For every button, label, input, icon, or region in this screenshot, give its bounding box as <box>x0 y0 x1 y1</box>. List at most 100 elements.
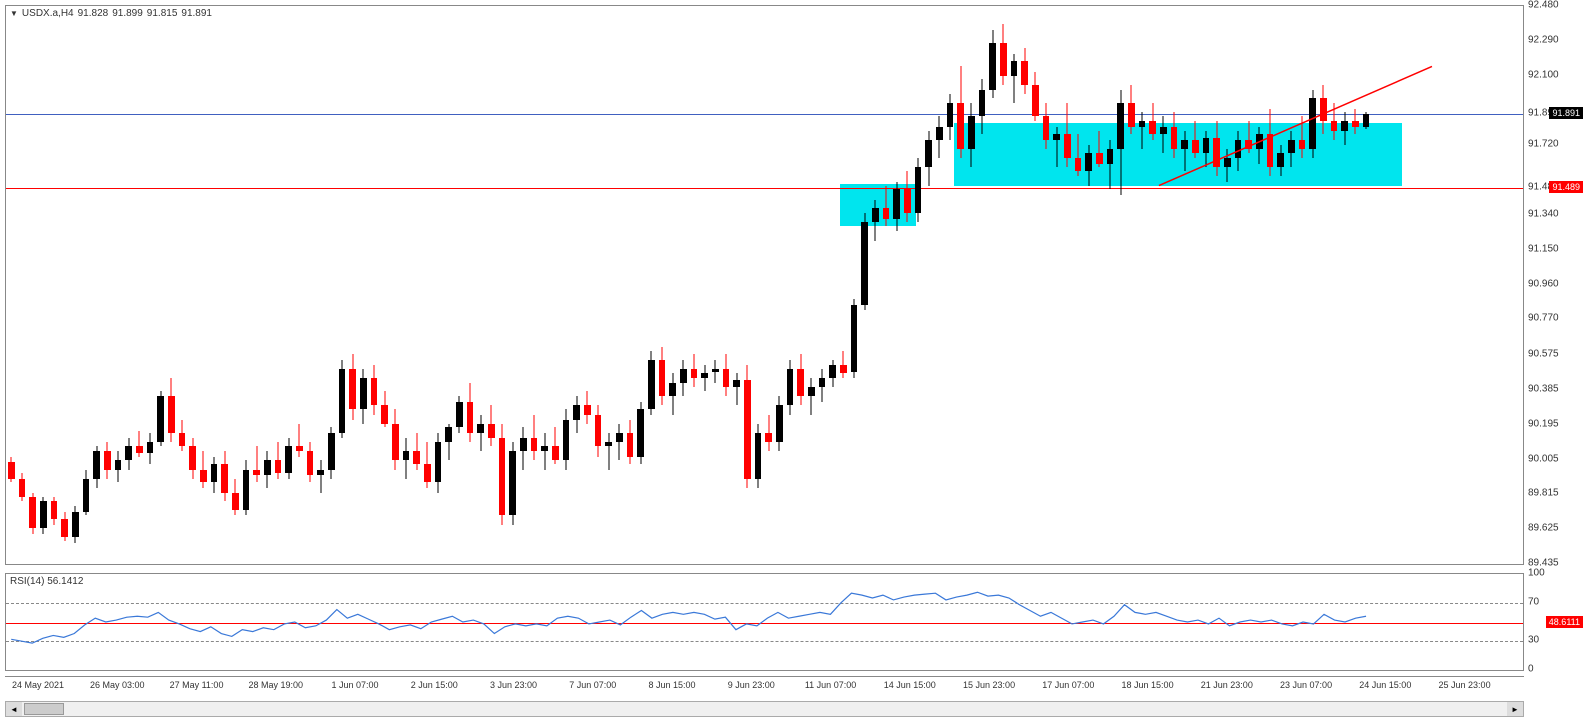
candle <box>1149 6 1156 564</box>
candle <box>1320 6 1327 564</box>
price-y-axis: 92.48092.29092.10091.89191.72091.48991.3… <box>1526 5 1584 565</box>
candle <box>1021 6 1028 564</box>
candle <box>840 6 847 564</box>
x-tick-label: 18 Jun 15:00 <box>1122 680 1174 690</box>
candle <box>1011 6 1018 564</box>
rsi-chart[interactable]: RSI(14) 56.1412 <box>5 573 1524 671</box>
candle <box>509 6 516 564</box>
candle <box>136 6 143 564</box>
scroll-thumb[interactable] <box>24 703 64 715</box>
ohlc-high: 91.899 <box>112 8 143 19</box>
scroll-left-button[interactable]: ◄ <box>6 702 22 716</box>
scroll-right-button[interactable]: ► <box>1507 702 1523 716</box>
candle <box>1053 6 1060 564</box>
candle <box>1075 6 1082 564</box>
x-tick-label: 21 Jun 23:00 <box>1201 680 1253 690</box>
candle <box>157 6 164 564</box>
candle <box>51 6 58 564</box>
x-tick-label: 28 May 19:00 <box>248 680 303 690</box>
candle <box>413 6 420 564</box>
rsi-value-tag: 48.6111 <box>1546 616 1583 628</box>
candle <box>328 6 335 564</box>
candle <box>1203 6 1210 564</box>
candle <box>1256 6 1263 564</box>
candle <box>1363 6 1370 564</box>
candle <box>744 6 751 564</box>
y-tick-label: 92.290 <box>1528 34 1559 45</box>
x-tick-label: 7 Jun 07:00 <box>569 680 616 690</box>
candle <box>1235 6 1242 564</box>
candle <box>968 6 975 564</box>
rsi-level-line <box>6 603 1523 604</box>
candle <box>339 6 346 564</box>
candle <box>627 6 634 564</box>
x-tick-label: 3 Jun 23:00 <box>490 680 537 690</box>
x-tick-label: 25 Jun 23:00 <box>1439 680 1491 690</box>
candle <box>403 6 410 564</box>
x-tick-label: 11 Jun 07:00 <box>805 680 856 690</box>
candle <box>659 6 666 564</box>
candle <box>1331 6 1338 564</box>
candle <box>797 6 804 564</box>
y-tick-label: 90.960 <box>1528 278 1559 289</box>
candle <box>264 6 271 564</box>
candle <box>125 6 132 564</box>
candle <box>147 6 154 564</box>
candle <box>445 6 452 564</box>
candle <box>1139 6 1146 564</box>
x-tick-label: 8 Jun 15:00 <box>649 680 696 690</box>
chart-container: ▼ USDX.a,H4 91.828 91.899 91.815 91.891 … <box>0 0 1584 717</box>
ohlc-low: 91.815 <box>147 8 178 19</box>
candle <box>851 6 858 564</box>
candle <box>392 6 399 564</box>
rsi-y-tick: 30 <box>1528 635 1539 646</box>
candle <box>637 6 644 564</box>
horizontal-scrollbar[interactable]: ◄ ► <box>5 701 1524 717</box>
candle <box>691 6 698 564</box>
candle <box>424 6 431 564</box>
candle <box>29 6 36 564</box>
candle <box>488 6 495 564</box>
rsi-signal-line <box>6 623 1523 624</box>
candle <box>915 6 922 564</box>
candle <box>893 6 900 564</box>
x-tick-label: 27 May 11:00 <box>170 680 224 690</box>
candle <box>595 6 602 564</box>
y-tick-label: 90.385 <box>1528 383 1559 394</box>
rsi-y-axis: 1007030048.6111 <box>1526 573 1584 671</box>
rsi-y-tick: 100 <box>1528 568 1545 579</box>
candle <box>765 6 772 564</box>
x-tick-label: 15 Jun 23:00 <box>963 680 1015 690</box>
y-tick-label: 90.770 <box>1528 313 1559 324</box>
candle <box>616 6 623 564</box>
candle <box>1107 6 1114 564</box>
y-tick-label: 92.480 <box>1528 0 1559 11</box>
candle <box>755 6 762 564</box>
candle <box>957 6 964 564</box>
candle <box>1267 6 1274 564</box>
candle <box>477 6 484 564</box>
candle <box>285 6 292 564</box>
candle <box>296 6 303 564</box>
candle <box>861 6 868 564</box>
candle <box>1277 6 1284 564</box>
candle <box>275 6 282 564</box>
candle <box>83 6 90 564</box>
candle <box>1224 6 1231 564</box>
candle <box>253 6 260 564</box>
price-chart[interactable]: ▼ USDX.a,H4 91.828 91.899 91.815 91.891 <box>5 5 1524 565</box>
candle <box>19 6 26 564</box>
candle <box>104 6 111 564</box>
x-tick-label: 14 Jun 15:00 <box>884 680 936 690</box>
symbol-label: USDX.a,H4 <box>22 8 74 19</box>
dropdown-icon[interactable]: ▼ <box>10 9 18 18</box>
candle <box>467 6 474 564</box>
candle <box>1043 6 1050 564</box>
candle <box>381 6 388 564</box>
candle <box>520 6 527 564</box>
current-price-tag: 91.891 <box>1549 107 1583 119</box>
stop-price-tag: 91.489 <box>1549 181 1583 193</box>
candle <box>243 6 250 564</box>
rsi-title: RSI(14) 56.1412 <box>10 576 83 587</box>
candle <box>1117 6 1124 564</box>
